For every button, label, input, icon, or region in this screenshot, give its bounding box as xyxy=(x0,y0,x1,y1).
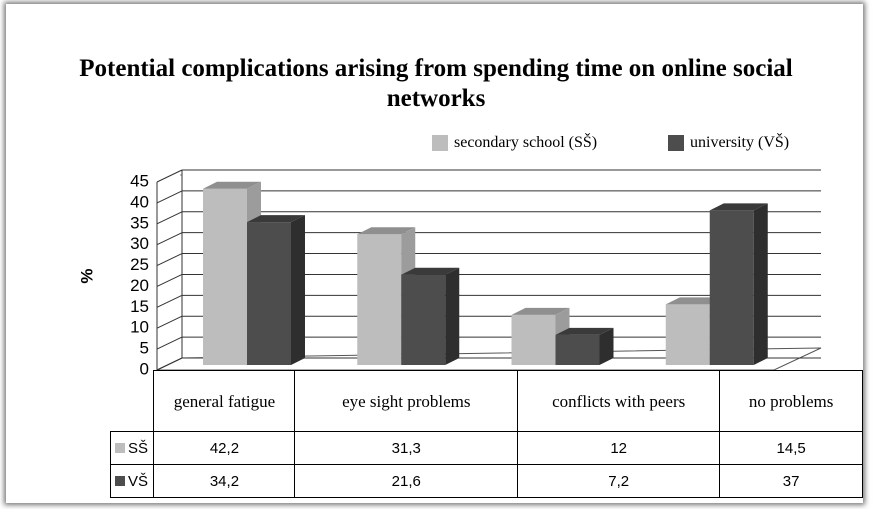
bar-top xyxy=(709,203,768,211)
grid-line-side xyxy=(156,336,183,350)
bar-top xyxy=(401,267,460,275)
row-swatch xyxy=(115,442,125,453)
row-label: SŠ xyxy=(109,431,155,465)
bar-side xyxy=(291,215,305,365)
bar-front xyxy=(401,274,446,365)
grid-line-side xyxy=(156,315,183,329)
data-table: general fatigue eye sight problems confl… xyxy=(109,370,863,498)
value-cell: 7,2 xyxy=(517,464,721,498)
value-cell: 34,2 xyxy=(153,464,296,498)
bar-top xyxy=(203,181,261,189)
legend-item: secondary school (SŠ) xyxy=(428,134,597,152)
bar-top xyxy=(665,297,724,305)
table-corner xyxy=(110,370,154,432)
y-tick-label: 35 xyxy=(130,213,149,232)
bar-side xyxy=(445,267,460,365)
bar-top xyxy=(511,307,570,315)
grid-line-side xyxy=(156,357,183,371)
grid-line-side xyxy=(156,232,183,246)
grid-line-side xyxy=(156,294,183,308)
category-label: conflicts with peers xyxy=(517,370,721,432)
grid-line-side xyxy=(156,273,183,287)
value-cell: 31,3 xyxy=(294,431,519,465)
grid-line-side xyxy=(156,211,183,225)
grid-line-side xyxy=(156,190,183,204)
y-tick-label: 5 xyxy=(140,339,149,358)
bar-front xyxy=(357,234,402,365)
value-cell: 37 xyxy=(719,464,863,498)
grid-line-side xyxy=(156,169,183,183)
row-label-text: VŠ xyxy=(128,472,149,490)
bar-front xyxy=(203,188,247,365)
bar-front xyxy=(665,304,710,365)
y-tick-label: 0 xyxy=(140,359,149,378)
legend-item: university (VŠ) xyxy=(664,134,789,152)
bar-top xyxy=(247,215,305,223)
value-cell: 42,2 xyxy=(153,431,296,465)
legend-label: secondary school (SŠ) xyxy=(454,134,598,151)
legend-swatch xyxy=(668,135,684,151)
row-swatch xyxy=(115,475,125,486)
chart-title: Potential complications arising from spe… xyxy=(79,55,793,112)
chart: % 05 10 15 20 25 30 35 40 45 xyxy=(77,169,822,378)
y-tick-label: 10 xyxy=(130,318,149,337)
legend-swatch xyxy=(432,135,448,151)
row-label-text: SŠ xyxy=(128,439,149,457)
grid-line-side xyxy=(156,253,183,267)
bar-front xyxy=(247,222,291,365)
bar-front xyxy=(709,210,754,365)
category-label: no problems xyxy=(719,370,863,432)
row-label: VŠ xyxy=(109,464,155,498)
category-label: general fatigue xyxy=(153,370,296,432)
legend-label: university (VŠ) xyxy=(690,134,790,151)
bar-side xyxy=(599,327,614,365)
bar-front xyxy=(555,334,600,365)
value-cell: 14,5 xyxy=(719,431,863,465)
bar-top xyxy=(357,227,416,235)
category-label: eye sight problems xyxy=(294,370,519,432)
y-tick-label: 25 xyxy=(130,255,149,274)
value-cell: 12 xyxy=(517,431,721,465)
y-tick-label: 15 xyxy=(130,297,149,316)
y-tick-label: 20 xyxy=(130,276,149,295)
y-tick-label: 45 xyxy=(130,171,149,190)
bar-side xyxy=(753,203,768,365)
y-tick-label: 30 xyxy=(130,234,149,253)
y-tick-label: 40 xyxy=(130,192,149,211)
y-axis-label: % xyxy=(77,268,96,283)
chart-frame: % 0 5 10 15 20 25 30 35 40 45 Potential complicat… xyxy=(6,4,863,503)
bar-top xyxy=(555,327,614,335)
back-wall xyxy=(182,170,821,358)
value-cell: 21,6 xyxy=(294,464,519,498)
bar-front xyxy=(511,314,556,365)
